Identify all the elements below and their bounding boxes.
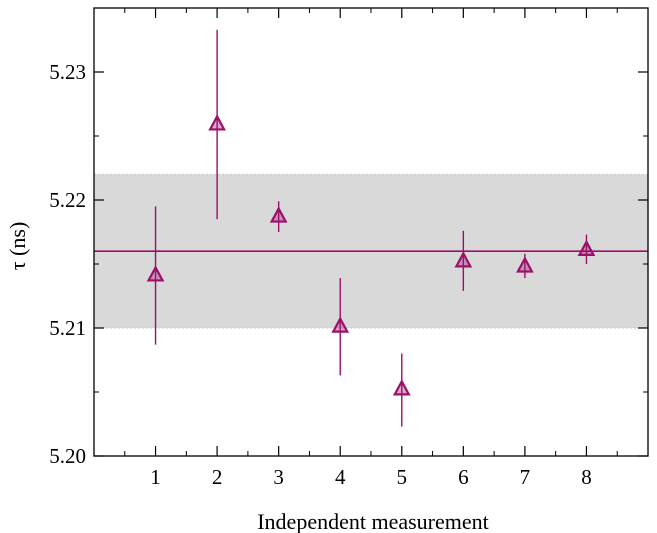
y-tick-label: 5.21: [49, 316, 86, 340]
x-axis-title: Independent measurement: [257, 509, 489, 533]
y-axis-title: τ (ns): [5, 222, 30, 271]
data-point-8: [577, 239, 596, 256]
x-tick-label: 6: [458, 465, 469, 489]
x-tick-label: 2: [212, 465, 223, 489]
x-tick-label: 8: [581, 465, 592, 489]
y-tick-label: 5.23: [49, 60, 86, 84]
data-point-6: [454, 251, 473, 268]
x-tick-label: 1: [150, 465, 161, 489]
points-layer: [146, 29, 596, 427]
y-tick-label: 5.22: [49, 188, 86, 212]
data-point-4: [331, 316, 350, 333]
x-tick-label: 7: [520, 465, 531, 489]
x-tick-label: 3: [273, 465, 284, 489]
x-tick-label: 4: [335, 465, 346, 489]
data-point-1: [146, 265, 165, 282]
data-point-5: [392, 379, 411, 396]
labels-layer: 5.20 5.21 5.22 5.23 1 2 3 4 5 6 7 8: [49, 60, 591, 489]
data-point-7: [516, 256, 534, 273]
y-tick-label: 5.20: [49, 444, 86, 468]
x-tick-label: 5: [397, 465, 408, 489]
data-point-3: [269, 206, 288, 223]
axes-layer: [93, 7, 649, 457]
data-point-2: [208, 114, 226, 131]
